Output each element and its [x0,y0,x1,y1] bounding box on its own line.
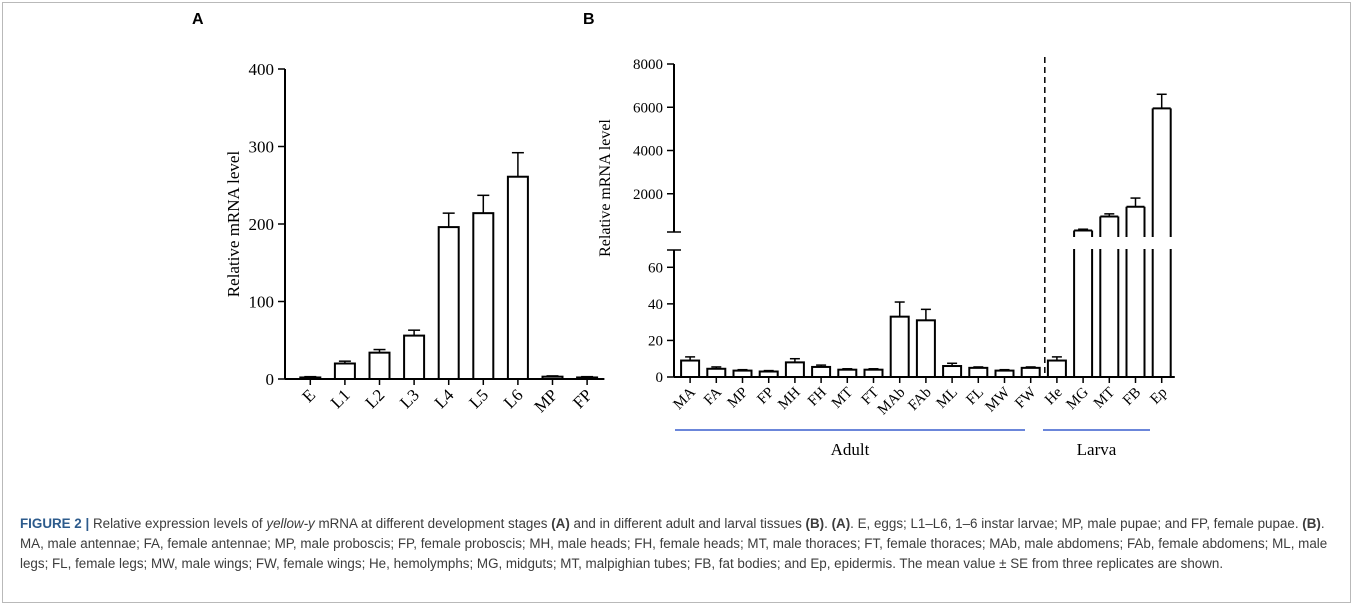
y-tick-label: 400 [249,60,275,79]
bar [299,376,322,381]
y-tick-label: 4000 [633,144,663,160]
x-tick-label: MP [725,385,752,412]
bar [994,369,1015,379]
bar [915,319,936,379]
x-tick-label: MA [671,384,700,413]
y-tick-label: 200 [249,215,275,234]
x-tick-label: FP [569,385,596,412]
x-tick-label: MAb [875,385,909,419]
bar [863,368,884,378]
panel-b-label: B [583,11,595,28]
y-tick-label: 0 [656,370,664,386]
x-tick-label: L6 [500,385,527,412]
x-tick-label: FA [701,384,725,408]
y-axis-title: Relative mRNA level [224,151,243,298]
x-tick-label: MT [829,385,856,412]
x-tick-label: L4 [431,385,458,412]
bar [758,370,779,378]
bar [706,367,727,378]
y-tick-label: 8000 [633,57,663,73]
y-tick-label: 20 [648,333,663,349]
bar [942,365,963,378]
x-tick-label: He [1042,384,1066,408]
y-tick-label: 300 [249,138,275,157]
caption-segment: (A) [551,516,570,531]
bar [784,361,805,379]
caption-segment: (B) [1302,516,1321,531]
bar [472,212,495,380]
bar [333,362,356,380]
bar [732,369,753,379]
x-tick-label: Ep [1147,385,1170,408]
x-tick-label: L5 [465,385,492,412]
panel-a-label: A [192,11,204,28]
bar [811,365,832,379]
bar [680,359,701,378]
bar [889,315,910,378]
x-tick-label: L3 [396,385,423,412]
caption-text: Relative expression levels of yellow-y m… [20,516,1327,571]
bar [506,175,529,380]
caption-label: FIGURE 2 [20,516,82,531]
caption-segment: Relative expression levels of [92,516,267,531]
caption-segment: and in different adult and larval tissue… [569,516,806,531]
bar [1046,359,1067,378]
figure-caption: FIGURE 2 | Relative expression levels of… [20,514,1338,574]
caption-segment: mRNA at different development stages [314,516,552,531]
x-tick-label: MT [1091,385,1118,412]
y-tick-label: 0 [266,370,275,389]
x-tick-label: ML [934,385,961,412]
x-tick-label: L2 [362,385,389,412]
x-tick-label: MG [1064,384,1093,413]
bar [576,376,599,381]
bar [1020,366,1041,379]
x-tick-label: MP [531,385,562,416]
bar [403,334,426,381]
bar [837,368,858,378]
x-tick-label: MW [983,384,1014,415]
caption-segment: . MA, male antennae; FA, female antennae… [20,516,1328,571]
y-tick-label: 100 [249,293,275,312]
caption-segment: (B) [805,516,825,531]
x-tick-label: FB [1120,385,1144,409]
caption-segment: yellow-y [266,516,315,531]
x-tick-label: L1 [327,385,354,412]
bar [968,366,989,379]
y-tick-label: 6000 [633,100,663,116]
x-tick-label: FAb [905,385,934,414]
y-axis-title: Relative mRNA level [597,119,614,257]
adult-group-label: Adult [831,440,870,459]
bar [437,226,460,380]
x-tick-label: E [298,385,319,406]
y-tick-label: 40 [648,297,663,313]
x-tick-label: FW [1012,384,1040,412]
x-tick-label: FH [805,384,830,409]
chart-a: 0 100 200 300 400 E L1 L2 L3 L4 L5 L6 MP FP Relative m… [224,60,605,416]
caption-segment: . [824,516,832,531]
caption-separator: | [81,516,93,531]
y-tick-label: 2000 [633,187,663,203]
x-tick-label: MH [775,384,804,413]
bar [368,351,391,380]
y-tick-label: 60 [648,260,663,276]
x-tick-label: FP [754,385,777,408]
larva-group-label: Larva [1077,440,1117,459]
caption-segment: (A) [831,516,851,531]
caption-segment: . E, eggs; L1–L6, 1–6 instar larvae; MP,… [850,516,1303,531]
bar [541,375,564,380]
